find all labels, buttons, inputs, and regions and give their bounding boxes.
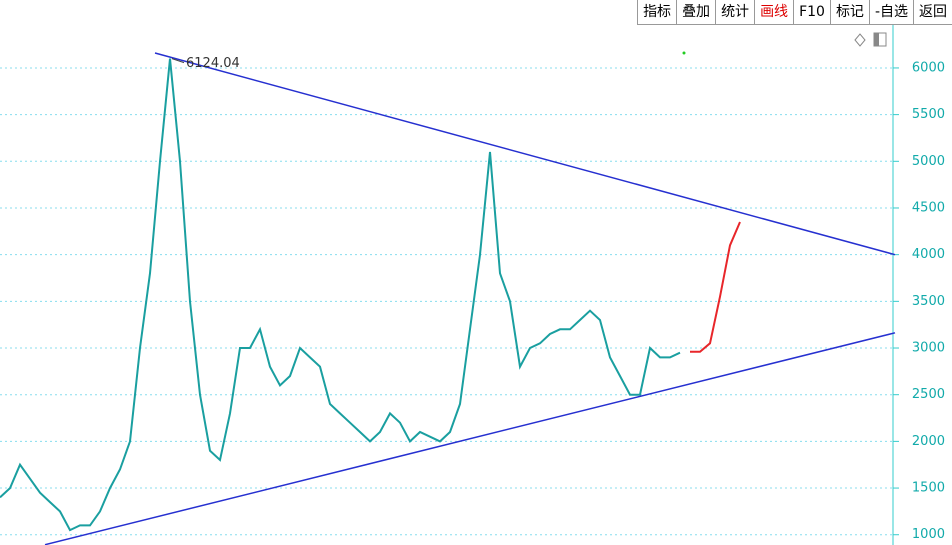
y-tick-label: 2000 xyxy=(912,434,945,449)
y-tick-label: 3500 xyxy=(912,294,945,309)
toolbar-button[interactable]: 指标 xyxy=(637,0,676,24)
y-tick-label: 5500 xyxy=(912,107,945,122)
y-tick-label: 5000 xyxy=(912,154,945,169)
series-line xyxy=(44,332,896,545)
toolbar-button[interactable]: 叠加 xyxy=(676,0,715,24)
toolbar-button[interactable]: 返回 xyxy=(913,0,952,24)
series-line xyxy=(0,58,681,532)
marker-dot xyxy=(682,51,686,55)
toolbar-button[interactable]: 画线 xyxy=(754,0,793,24)
y-tick-label: 4500 xyxy=(912,200,945,215)
y-tick-label: 1500 xyxy=(912,481,945,496)
annotation-arrow xyxy=(171,58,185,64)
toolbar-button[interactable]: 标记 xyxy=(829,0,869,24)
chart: 1000 1500 2000 2500 3000 3500 4000 4500 5000 5500… xyxy=(0,25,945,545)
icon-panel-fill xyxy=(874,33,879,46)
toolbar: 指标 叠加 统计 画线 F10 标记 -自选 返回 xyxy=(637,0,952,25)
icon-diamond[interactable] xyxy=(854,33,866,47)
annotation: 6124.04 xyxy=(186,56,240,71)
toolbar-button[interactable]: -自选 xyxy=(868,0,913,24)
toolbar-button[interactable]: 统计 xyxy=(715,0,754,24)
y-tick-label: 1000 xyxy=(912,527,945,542)
series-line xyxy=(690,221,741,353)
toolbar-button[interactable]: F10 xyxy=(793,0,830,24)
y-tick-label: 6000 xyxy=(912,60,945,75)
y-tick-label: 4000 xyxy=(912,247,945,262)
y-tick-label: 2500 xyxy=(912,387,945,402)
series-line xyxy=(154,52,896,256)
y-tick-label: 3000 xyxy=(912,341,945,356)
